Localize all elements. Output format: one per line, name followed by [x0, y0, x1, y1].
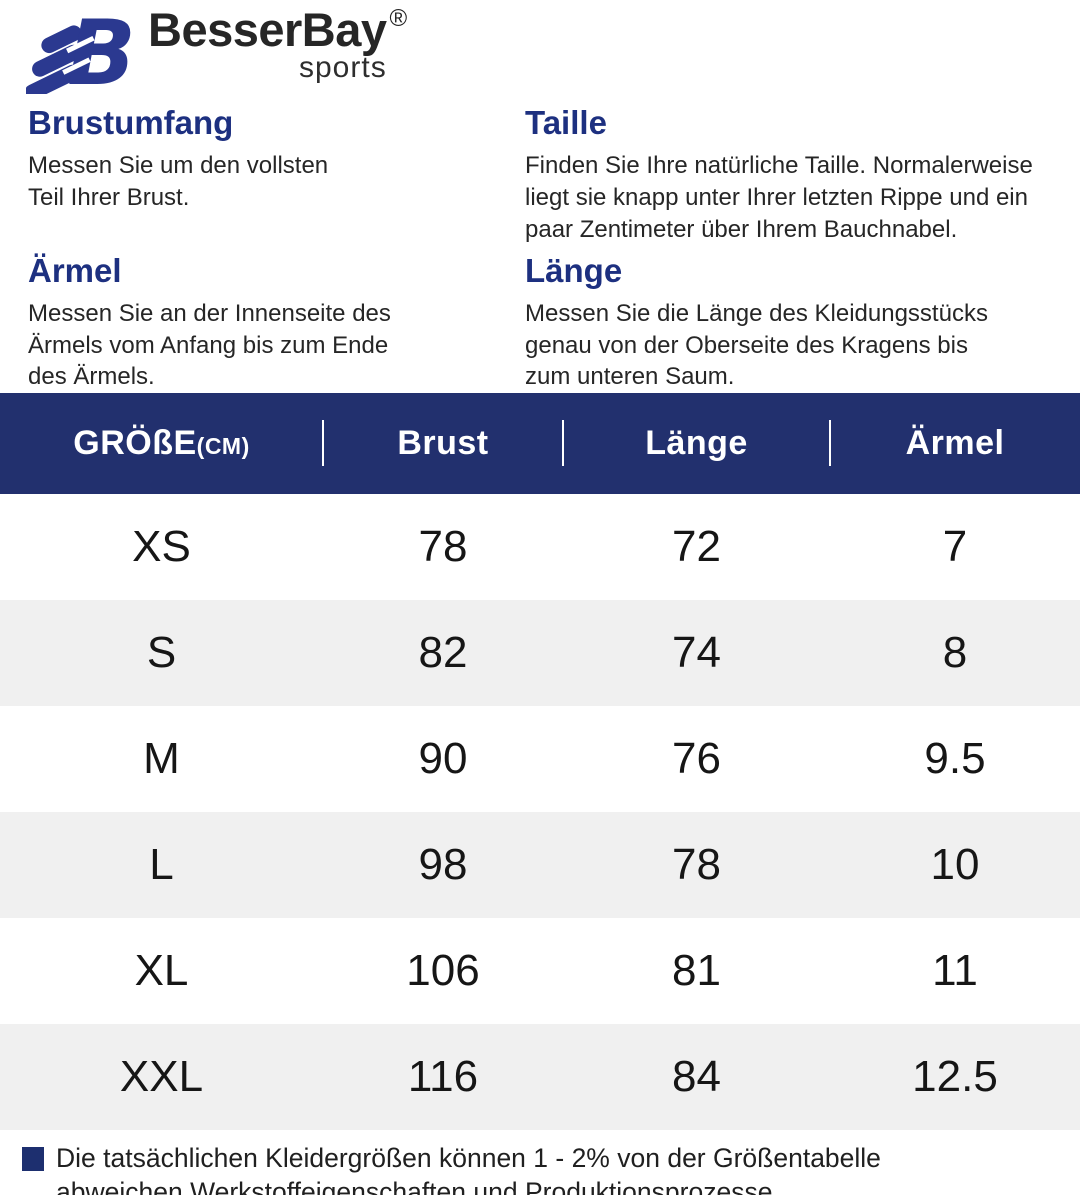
registered-mark: ® [389, 5, 408, 32]
cell-size: S [146, 628, 177, 678]
table-row-xs: XS 78 72 7 [0, 494, 1080, 601]
brand-name-text: BesserBay [148, 3, 387, 56]
cell-aermel: 10 [930, 840, 980, 890]
cell-size: M [143, 734, 180, 784]
cell-brust: 90 [418, 734, 468, 784]
cell-size: XS [132, 522, 191, 572]
section-title: Ärmel [28, 251, 122, 289]
table-row-xl: XL 106 81 11 [0, 918, 1080, 1025]
bullet-square-icon [22, 1147, 44, 1172]
text-line: Messen Sie an der Innenseite des [28, 299, 391, 327]
section-laenge: Länge Messen Sie die Länge des Kleidungs… [525, 252, 1070, 394]
table-header-row: GRÖßE(CM) Brust Länge Ärmel [0, 393, 1080, 495]
section-text: Finden Sie Ihre natürliche Taille. Norma… [525, 150, 1070, 246]
text-line: Teil Ihrer Brust. [28, 183, 190, 211]
text-line: zum unteren Saum. [525, 363, 735, 391]
text-line: des Ärmels. [28, 363, 155, 391]
cell-laenge: 84 [672, 1052, 721, 1102]
section-text: Messen Sie an der Innenseite des Ärmels … [28, 298, 525, 394]
cell-aermel: 9.5 [924, 734, 986, 784]
footnote: Die tatsächlichen Kleidergrößen können 1… [0, 1130, 1080, 1195]
column-header-size: GRÖßE(CM) [0, 424, 323, 463]
column-header-brust: Brust [397, 424, 489, 463]
size-label: GRÖßE [73, 424, 197, 463]
cell-brust: 98 [418, 840, 468, 890]
section-text: Messen Sie um den vollsten Teil Ihrer Br… [28, 150, 525, 214]
cell-brust: 106 [406, 946, 480, 996]
section-title: Brustumfang [28, 104, 234, 141]
footnote-line: abweichen.Werkstoffeigenschaften und Pro… [56, 1176, 780, 1195]
cell-size: XXL [119, 1052, 204, 1102]
cell-laenge: 74 [672, 628, 721, 678]
section-title: Länge [525, 251, 623, 289]
cell-aermel: 8 [942, 628, 968, 678]
cell-brust: 82 [418, 628, 468, 678]
text-line: Messen Sie die Länge des Kleidungsstücks [525, 299, 988, 327]
table-row-m: M 90 76 9.5 [0, 706, 1080, 813]
cell-size: L [149, 840, 174, 890]
cell-laenge: 72 [672, 522, 721, 572]
footnote-line: Die tatsächlichen Kleidergrößen können 1… [56, 1143, 881, 1174]
text-line: paar Zentimeter über Ihrem Bauchnabel. [525, 215, 958, 243]
text-line: Messen Sie um den vollsten [28, 151, 329, 179]
cell-laenge: 78 [672, 840, 721, 890]
column-header-laenge: Länge [645, 424, 748, 463]
text-line: liegt sie knapp unter Ihrer letzten Ripp… [525, 183, 1028, 211]
cell-size: XL [134, 946, 189, 996]
cell-brust: 116 [407, 1052, 479, 1102]
svg-text:B: B [67, 6, 136, 94]
footnote-text: Die tatsächlichen Kleidergrößen können 1… [56, 1142, 881, 1195]
section-title: Taille [525, 104, 607, 141]
section-aermel: Ärmel Messen Sie an der Innenseite des Ä… [28, 252, 525, 394]
measurement-instructions: Brustumfang Messen Sie um den vollsten T… [0, 96, 1080, 393]
brand-text: BesserBay ® sports [148, 3, 408, 85]
header-divider [562, 420, 564, 467]
besserbay-logo-icon: B [26, 6, 136, 94]
size-table: GRÖßE(CM) Brust Länge Ärmel XS 78 72 7 S… [0, 393, 1080, 1131]
cell-aermel: 12.5 [912, 1052, 998, 1102]
cell-aermel: 11 [932, 946, 978, 996]
cell-laenge: 81 [672, 946, 721, 996]
brand-subtitle: sports [299, 50, 387, 84]
section-taille: Taille Finden Sie Ihre natürliche Taille… [525, 104, 1070, 246]
section-text: Messen Sie die Länge des Kleidungsstücks… [525, 298, 1070, 394]
cell-aermel: 7 [942, 522, 968, 572]
column-header-aermel: Ärmel [905, 424, 1005, 463]
table-row-s: S 82 74 8 [0, 600, 1080, 707]
text-line: Ärmels vom Anfang bis zum Ende [28, 331, 389, 359]
section-brustumfang: Brustumfang Messen Sie um den vollsten T… [28, 104, 525, 246]
brand-name: BesserBay ® [148, 3, 408, 56]
text-line: genau von der Oberseite des Kragens bis [525, 331, 968, 359]
table-row-xxl: XXL 116 84 12.5 [0, 1024, 1080, 1131]
brand-header: B BesserBay ® sports [0, 0, 1080, 96]
cell-laenge: 76 [672, 734, 721, 784]
table-row-l: L 98 78 10 [0, 812, 1080, 919]
header-divider [829, 420, 831, 467]
size-unit: (CM) [196, 433, 250, 460]
text-line: Finden Sie Ihre natürliche Taille. Norma… [525, 151, 1033, 179]
header-divider [322, 420, 324, 467]
cell-brust: 78 [418, 522, 468, 572]
